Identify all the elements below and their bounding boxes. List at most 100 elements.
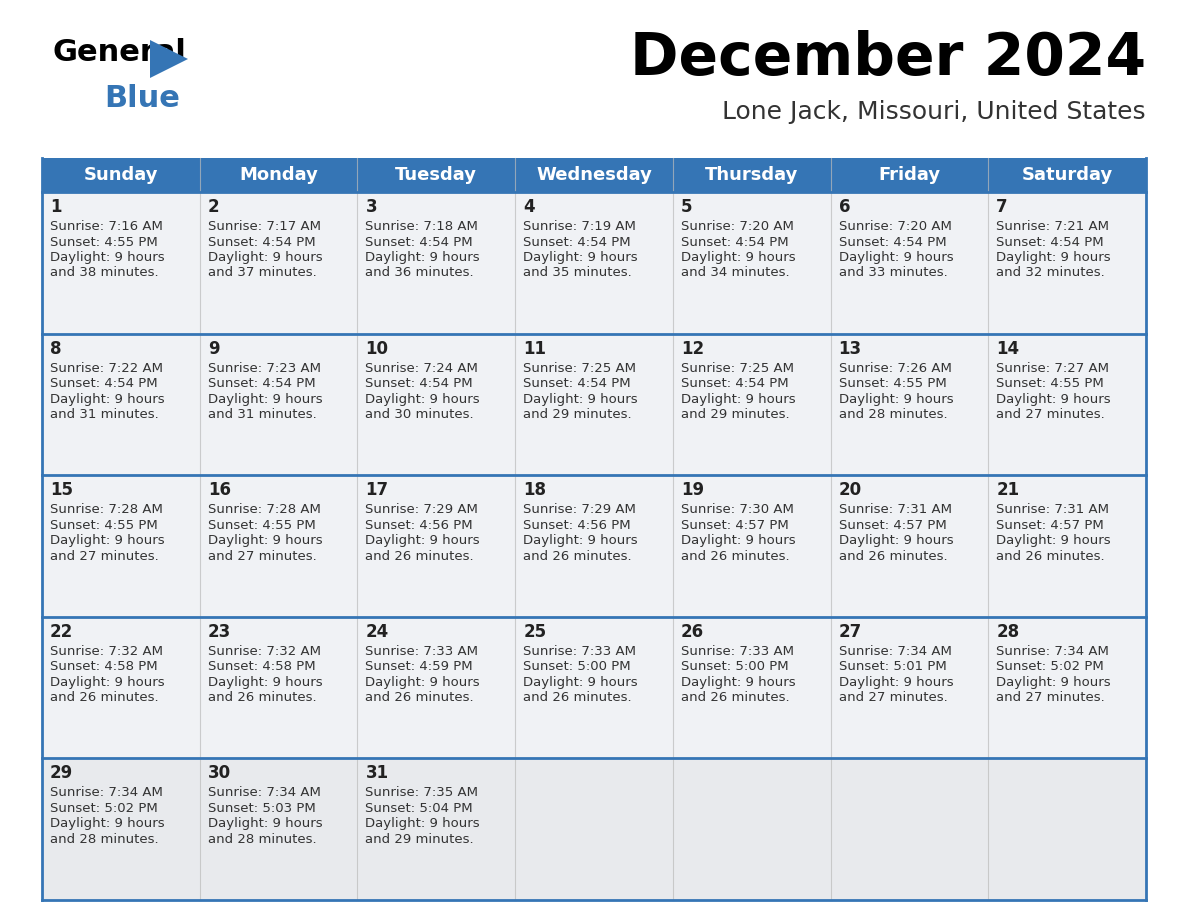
Text: and 26 minutes.: and 26 minutes. — [366, 550, 474, 563]
Text: and 27 minutes.: and 27 minutes. — [839, 691, 947, 704]
Text: Sunrise: 7:25 AM: Sunrise: 7:25 AM — [681, 362, 794, 375]
Text: Sunset: 4:54 PM: Sunset: 4:54 PM — [997, 236, 1104, 249]
Text: 8: 8 — [50, 340, 62, 358]
Bar — [988, 617, 1146, 758]
Text: 1: 1 — [50, 198, 62, 216]
Text: Sunrise: 7:28 AM: Sunrise: 7:28 AM — [208, 503, 321, 516]
Text: Sunset: 4:54 PM: Sunset: 4:54 PM — [839, 236, 946, 249]
Text: 22: 22 — [50, 622, 74, 641]
Text: Daylight: 9 hours: Daylight: 9 hours — [366, 393, 480, 406]
Text: Daylight: 9 hours: Daylight: 9 hours — [208, 817, 322, 831]
Text: Daylight: 9 hours: Daylight: 9 hours — [208, 534, 322, 547]
Bar — [830, 476, 988, 617]
Text: 31: 31 — [366, 765, 388, 782]
Text: Sunrise: 7:31 AM: Sunrise: 7:31 AM — [997, 503, 1110, 516]
Text: and 31 minutes.: and 31 minutes. — [50, 409, 159, 421]
Bar — [516, 192, 672, 333]
Text: Sunrise: 7:35 AM: Sunrise: 7:35 AM — [366, 787, 479, 800]
Text: Sunrise: 7:33 AM: Sunrise: 7:33 AM — [681, 644, 794, 658]
Text: Monday: Monday — [239, 166, 318, 184]
Bar — [42, 476, 200, 617]
Text: Sunset: 5:01 PM: Sunset: 5:01 PM — [839, 660, 947, 673]
Text: Sunrise: 7:26 AM: Sunrise: 7:26 AM — [839, 362, 952, 375]
Text: Daylight: 9 hours: Daylight: 9 hours — [681, 251, 796, 264]
Text: Sunrise: 7:33 AM: Sunrise: 7:33 AM — [366, 644, 479, 658]
Text: Sunset: 4:54 PM: Sunset: 4:54 PM — [523, 236, 631, 249]
Text: Daylight: 9 hours: Daylight: 9 hours — [366, 534, 480, 547]
Text: 24: 24 — [366, 622, 388, 641]
Text: and 26 minutes.: and 26 minutes. — [839, 550, 947, 563]
Bar — [830, 192, 988, 333]
Text: Friday: Friday — [878, 166, 941, 184]
Text: Tuesday: Tuesday — [396, 166, 478, 184]
Text: and 26 minutes.: and 26 minutes. — [366, 691, 474, 704]
Text: Sunrise: 7:20 AM: Sunrise: 7:20 AM — [839, 220, 952, 233]
Text: Sunset: 4:55 PM: Sunset: 4:55 PM — [50, 236, 158, 249]
Text: and 26 minutes.: and 26 minutes. — [208, 691, 316, 704]
Text: 7: 7 — [997, 198, 1007, 216]
Text: and 34 minutes.: and 34 minutes. — [681, 266, 790, 279]
Text: Daylight: 9 hours: Daylight: 9 hours — [839, 393, 953, 406]
Text: Daylight: 9 hours: Daylight: 9 hours — [50, 676, 165, 688]
Polygon shape — [150, 40, 188, 78]
Text: and 26 minutes.: and 26 minutes. — [997, 550, 1105, 563]
Text: 25: 25 — [523, 622, 546, 641]
Bar — [200, 476, 358, 617]
Text: 11: 11 — [523, 340, 546, 358]
Text: and 29 minutes.: and 29 minutes. — [366, 833, 474, 845]
Text: 30: 30 — [208, 765, 230, 782]
Text: Sunrise: 7:19 AM: Sunrise: 7:19 AM — [523, 220, 636, 233]
Text: Thursday: Thursday — [704, 166, 798, 184]
Text: Sunrise: 7:17 AM: Sunrise: 7:17 AM — [208, 220, 321, 233]
Text: Daylight: 9 hours: Daylight: 9 hours — [839, 251, 953, 264]
Text: Daylight: 9 hours: Daylight: 9 hours — [839, 676, 953, 688]
Text: Sunrise: 7:18 AM: Sunrise: 7:18 AM — [366, 220, 479, 233]
Text: 14: 14 — [997, 340, 1019, 358]
Bar — [830, 333, 988, 476]
Text: Sunrise: 7:32 AM: Sunrise: 7:32 AM — [208, 644, 321, 658]
Text: and 37 minutes.: and 37 minutes. — [208, 266, 316, 279]
Text: Daylight: 9 hours: Daylight: 9 hours — [681, 393, 796, 406]
Text: and 26 minutes.: and 26 minutes. — [50, 691, 159, 704]
Text: and 27 minutes.: and 27 minutes. — [208, 550, 316, 563]
Text: Sunrise: 7:21 AM: Sunrise: 7:21 AM — [997, 220, 1110, 233]
Text: Sunset: 5:00 PM: Sunset: 5:00 PM — [681, 660, 789, 673]
Text: Daylight: 9 hours: Daylight: 9 hours — [523, 251, 638, 264]
Text: Daylight: 9 hours: Daylight: 9 hours — [208, 393, 322, 406]
Text: Daylight: 9 hours: Daylight: 9 hours — [997, 676, 1111, 688]
Text: 5: 5 — [681, 198, 693, 216]
Text: Sunset: 4:57 PM: Sunset: 4:57 PM — [681, 519, 789, 532]
Text: Sunrise: 7:29 AM: Sunrise: 7:29 AM — [523, 503, 636, 516]
Text: Sunset: 5:02 PM: Sunset: 5:02 PM — [997, 660, 1104, 673]
Text: Sunset: 4:54 PM: Sunset: 4:54 PM — [366, 236, 473, 249]
Text: Daylight: 9 hours: Daylight: 9 hours — [839, 534, 953, 547]
Text: Sunrise: 7:25 AM: Sunrise: 7:25 AM — [523, 362, 636, 375]
Text: Daylight: 9 hours: Daylight: 9 hours — [681, 534, 796, 547]
Bar — [516, 617, 672, 758]
Text: Sunrise: 7:34 AM: Sunrise: 7:34 AM — [997, 644, 1110, 658]
Text: Sunrise: 7:34 AM: Sunrise: 7:34 AM — [208, 787, 321, 800]
Text: Daylight: 9 hours: Daylight: 9 hours — [50, 393, 165, 406]
Bar — [358, 617, 516, 758]
Text: Sunset: 4:54 PM: Sunset: 4:54 PM — [208, 236, 315, 249]
Text: 10: 10 — [366, 340, 388, 358]
Text: Daylight: 9 hours: Daylight: 9 hours — [681, 676, 796, 688]
Text: and 33 minutes.: and 33 minutes. — [839, 266, 947, 279]
Text: December 2024: December 2024 — [630, 30, 1146, 87]
Text: 4: 4 — [523, 198, 535, 216]
Text: Sunset: 5:04 PM: Sunset: 5:04 PM — [366, 802, 473, 815]
Text: Sunrise: 7:31 AM: Sunrise: 7:31 AM — [839, 503, 952, 516]
Bar — [672, 617, 830, 758]
Text: Daylight: 9 hours: Daylight: 9 hours — [366, 817, 480, 831]
Text: and 28 minutes.: and 28 minutes. — [208, 833, 316, 845]
Text: Saturday: Saturday — [1022, 166, 1113, 184]
Bar — [988, 192, 1146, 333]
Text: and 26 minutes.: and 26 minutes. — [523, 691, 632, 704]
Text: Sunrise: 7:24 AM: Sunrise: 7:24 AM — [366, 362, 479, 375]
Bar — [988, 476, 1146, 617]
Bar — [830, 758, 988, 900]
Text: Lone Jack, Missouri, United States: Lone Jack, Missouri, United States — [722, 100, 1146, 124]
Text: and 28 minutes.: and 28 minutes. — [50, 833, 159, 845]
Text: Daylight: 9 hours: Daylight: 9 hours — [523, 676, 638, 688]
Text: Sunday: Sunday — [83, 166, 158, 184]
